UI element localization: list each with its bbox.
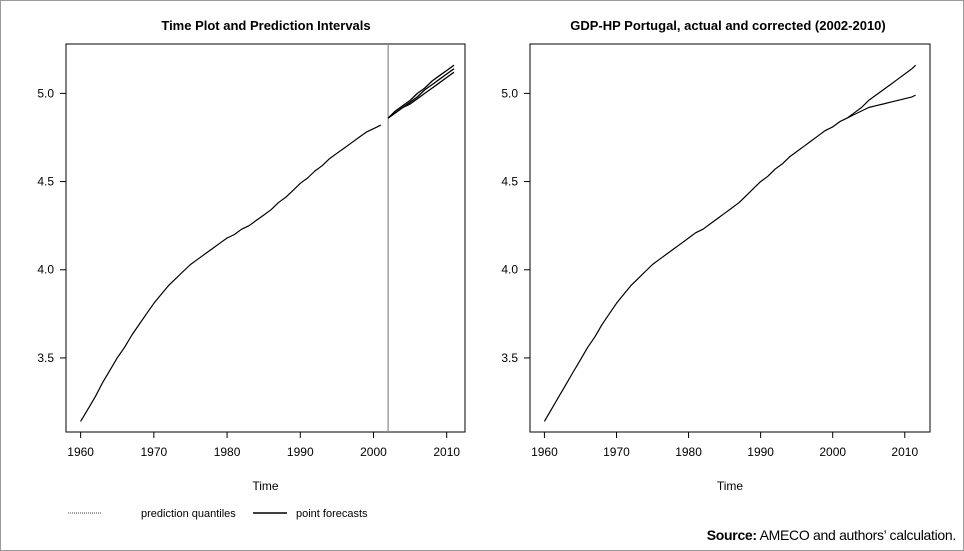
x-tick-label: 2010 — [891, 445, 918, 459]
series-line-base — [543, 117, 848, 422]
source-label: Source: — [706, 527, 757, 543]
y-tick-label: 5.0 — [501, 86, 518, 100]
x-tick-label: 1990 — [287, 445, 314, 459]
x-tick-label: 2010 — [433, 445, 460, 459]
x-tick-label: 1980 — [675, 445, 702, 459]
y-tick-label: 4.0 — [37, 263, 54, 277]
x-tick-label: 1960 — [67, 445, 94, 459]
legend-label: prediction quantiles — [141, 508, 236, 520]
chart-title: Time Plot and Prediction Intervals — [161, 18, 370, 33]
x-axis-label: Time — [717, 479, 744, 493]
legend-label: point forecasts — [296, 508, 368, 520]
y-tick-label: 4.5 — [501, 175, 518, 189]
x-tick-label: 2000 — [819, 445, 846, 459]
y-tick-label: 4.0 — [501, 263, 518, 277]
chart-title: GDP-HP Portugal, actual and corrected (2… — [570, 18, 885, 33]
series-line-actual — [80, 124, 382, 422]
plot-area-border — [65, 43, 466, 433]
series-line-upper-path — [846, 64, 917, 119]
x-tick-label: 2000 — [360, 445, 387, 459]
series-line-forecast-lower — [387, 71, 455, 119]
y-tick-label: 3.5 — [37, 351, 54, 365]
series-line-forecast-upper — [387, 64, 455, 119]
x-tick-label: 1970 — [603, 445, 630, 459]
y-tick-label: 5.0 — [37, 86, 54, 100]
plot-area-border — [529, 43, 931, 433]
x-tick-label: 1980 — [214, 445, 241, 459]
y-tick-label: 4.5 — [37, 175, 54, 189]
series-line-lower-path — [846, 94, 916, 119]
right-chart-panel: GDP-HP Portugal, actual and corrected (2… — [501, 18, 931, 493]
y-tick-label: 3.5 — [501, 351, 518, 365]
x-axis-label: Time — [252, 479, 279, 493]
source-note: Source: AMECO and authors’ calculation. — [706, 527, 957, 543]
left-chart-panel: Time Plot and Prediction Intervals 1960 19… — [37, 18, 466, 520]
x-tick-label: 1990 — [747, 445, 774, 459]
x-tick-label: 1970 — [141, 445, 168, 459]
x-tick-label: 1960 — [531, 445, 558, 459]
source-text: AMECO and authors’ calculation. — [756, 527, 957, 543]
